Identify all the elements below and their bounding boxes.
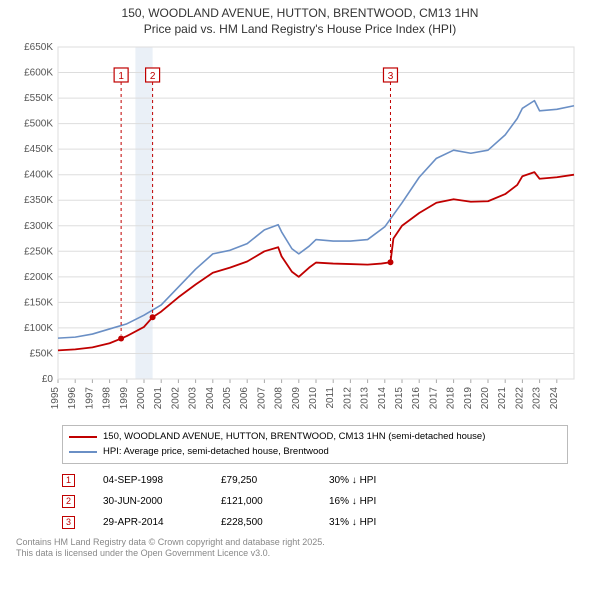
svg-text:2024: 2024 — [549, 387, 560, 410]
svg-text:£200K: £200K — [24, 272, 53, 283]
sale-row: 3 29-APR-2014 £228,500 31% ↓ HPI — [62, 512, 568, 533]
svg-text:2007: 2007 — [256, 387, 267, 410]
svg-text:£300K: £300K — [24, 221, 53, 232]
svg-text:2017: 2017 — [428, 387, 439, 410]
svg-text:£550K: £550K — [24, 93, 53, 104]
sale-row: 1 04-SEP-1998 £79,250 30% ↓ HPI — [62, 470, 568, 491]
svg-text:2020: 2020 — [480, 387, 491, 410]
svg-text:2: 2 — [150, 71, 156, 82]
svg-text:2016: 2016 — [411, 387, 422, 410]
svg-text:2005: 2005 — [222, 387, 233, 410]
chart-title-block: 150, WOODLAND AVENUE, HUTTON, BRENTWOOD,… — [8, 6, 592, 37]
svg-text:1997: 1997 — [84, 387, 95, 410]
svg-text:£600K: £600K — [24, 68, 53, 79]
svg-text:2014: 2014 — [377, 387, 388, 410]
line-chart: £0 £50K £100K £150K £200K £250K £300K £350K £400… — [8, 41, 592, 421]
svg-text:2001: 2001 — [153, 387, 164, 410]
svg-text:£100K: £100K — [24, 323, 53, 334]
svg-text:2004: 2004 — [205, 387, 216, 410]
legend-swatch — [69, 436, 97, 438]
svg-text:2018: 2018 — [446, 387, 457, 410]
sale-date: 04-SEP-1998 — [103, 475, 193, 486]
svg-text:2010: 2010 — [308, 387, 319, 410]
sales-table: 1 04-SEP-1998 £79,250 30% ↓ HPI 2 30-JUN-2000… — [62, 470, 568, 533]
svg-text:2021: 2021 — [497, 387, 508, 410]
svg-text:2022: 2022 — [514, 387, 525, 410]
svg-text:2023: 2023 — [532, 387, 543, 410]
chart-legend: 150, WOODLAND AVENUE, HUTTON, BRENTWOOD,… — [62, 425, 568, 463]
svg-text:1999: 1999 — [119, 387, 130, 410]
svg-text:1996: 1996 — [67, 387, 78, 410]
svg-text:£150K: £150K — [24, 298, 53, 309]
sale-marker-icon: 2 — [62, 495, 75, 508]
svg-text:2013: 2013 — [360, 387, 371, 410]
svg-text:3: 3 — [388, 71, 394, 82]
svg-text:2008: 2008 — [274, 387, 285, 410]
svg-text:2003: 2003 — [188, 387, 199, 410]
svg-text:2015: 2015 — [394, 387, 405, 410]
svg-text:£250K: £250K — [24, 246, 53, 257]
legend-label: 150, WOODLAND AVENUE, HUTTON, BRENTWOOD,… — [103, 429, 485, 444]
svg-text:1998: 1998 — [102, 387, 113, 410]
svg-text:£650K: £650K — [24, 42, 53, 53]
svg-text:2012: 2012 — [342, 387, 353, 410]
svg-text:1995: 1995 — [50, 387, 61, 410]
svg-text:2002: 2002 — [170, 387, 181, 410]
sale-price: £79,250 — [221, 475, 301, 486]
sale-price: £121,000 — [221, 496, 301, 507]
svg-text:£400K: £400K — [24, 170, 53, 181]
sale-date: 29-APR-2014 — [103, 517, 193, 528]
sale-hpi-delta: 30% ↓ HPI — [329, 475, 419, 486]
svg-text:£50K: £50K — [30, 349, 54, 360]
sale-date: 30-JUN-2000 — [103, 496, 193, 507]
chart-svg: £0 £50K £100K £150K £200K £250K £300K £350K £400… — [8, 41, 592, 421]
svg-text:£350K: £350K — [24, 195, 53, 206]
chart-title-line1: 150, WOODLAND AVENUE, HUTTON, BRENTWOOD,… — [8, 6, 592, 22]
sale-hpi-delta: 31% ↓ HPI — [329, 517, 419, 528]
svg-text:£500K: £500K — [24, 119, 53, 130]
attribution-line1: Contains HM Land Registry data © Crown c… — [16, 537, 584, 549]
svg-text:£0: £0 — [42, 374, 54, 385]
svg-text:2009: 2009 — [291, 387, 302, 410]
svg-text:£450K: £450K — [24, 144, 53, 155]
sale-marker-icon: 3 — [62, 516, 75, 529]
legend-item: HPI: Average price, semi-detached house,… — [69, 444, 561, 459]
legend-swatch — [69, 451, 97, 453]
sale-row: 2 30-JUN-2000 £121,000 16% ↓ HPI — [62, 491, 568, 512]
svg-text:2006: 2006 — [239, 387, 250, 410]
chart-title-line2: Price paid vs. HM Land Registry's House … — [8, 22, 592, 38]
svg-text:2000: 2000 — [136, 387, 147, 410]
attribution-text: Contains HM Land Registry data © Crown c… — [16, 537, 584, 560]
sale-hpi-delta: 16% ↓ HPI — [329, 496, 419, 507]
sale-price: £228,500 — [221, 517, 301, 528]
legend-item: 150, WOODLAND AVENUE, HUTTON, BRENTWOOD,… — [69, 429, 561, 444]
legend-label: HPI: Average price, semi-detached house,… — [103, 444, 329, 459]
svg-text:1: 1 — [118, 71, 124, 82]
page-container: 150, WOODLAND AVENUE, HUTTON, BRENTWOOD,… — [0, 0, 600, 590]
svg-text:2011: 2011 — [325, 387, 336, 409]
svg-text:2019: 2019 — [463, 387, 474, 410]
sale-marker-icon: 1 — [62, 474, 75, 487]
attribution-line2: This data is licensed under the Open Gov… — [16, 548, 584, 560]
